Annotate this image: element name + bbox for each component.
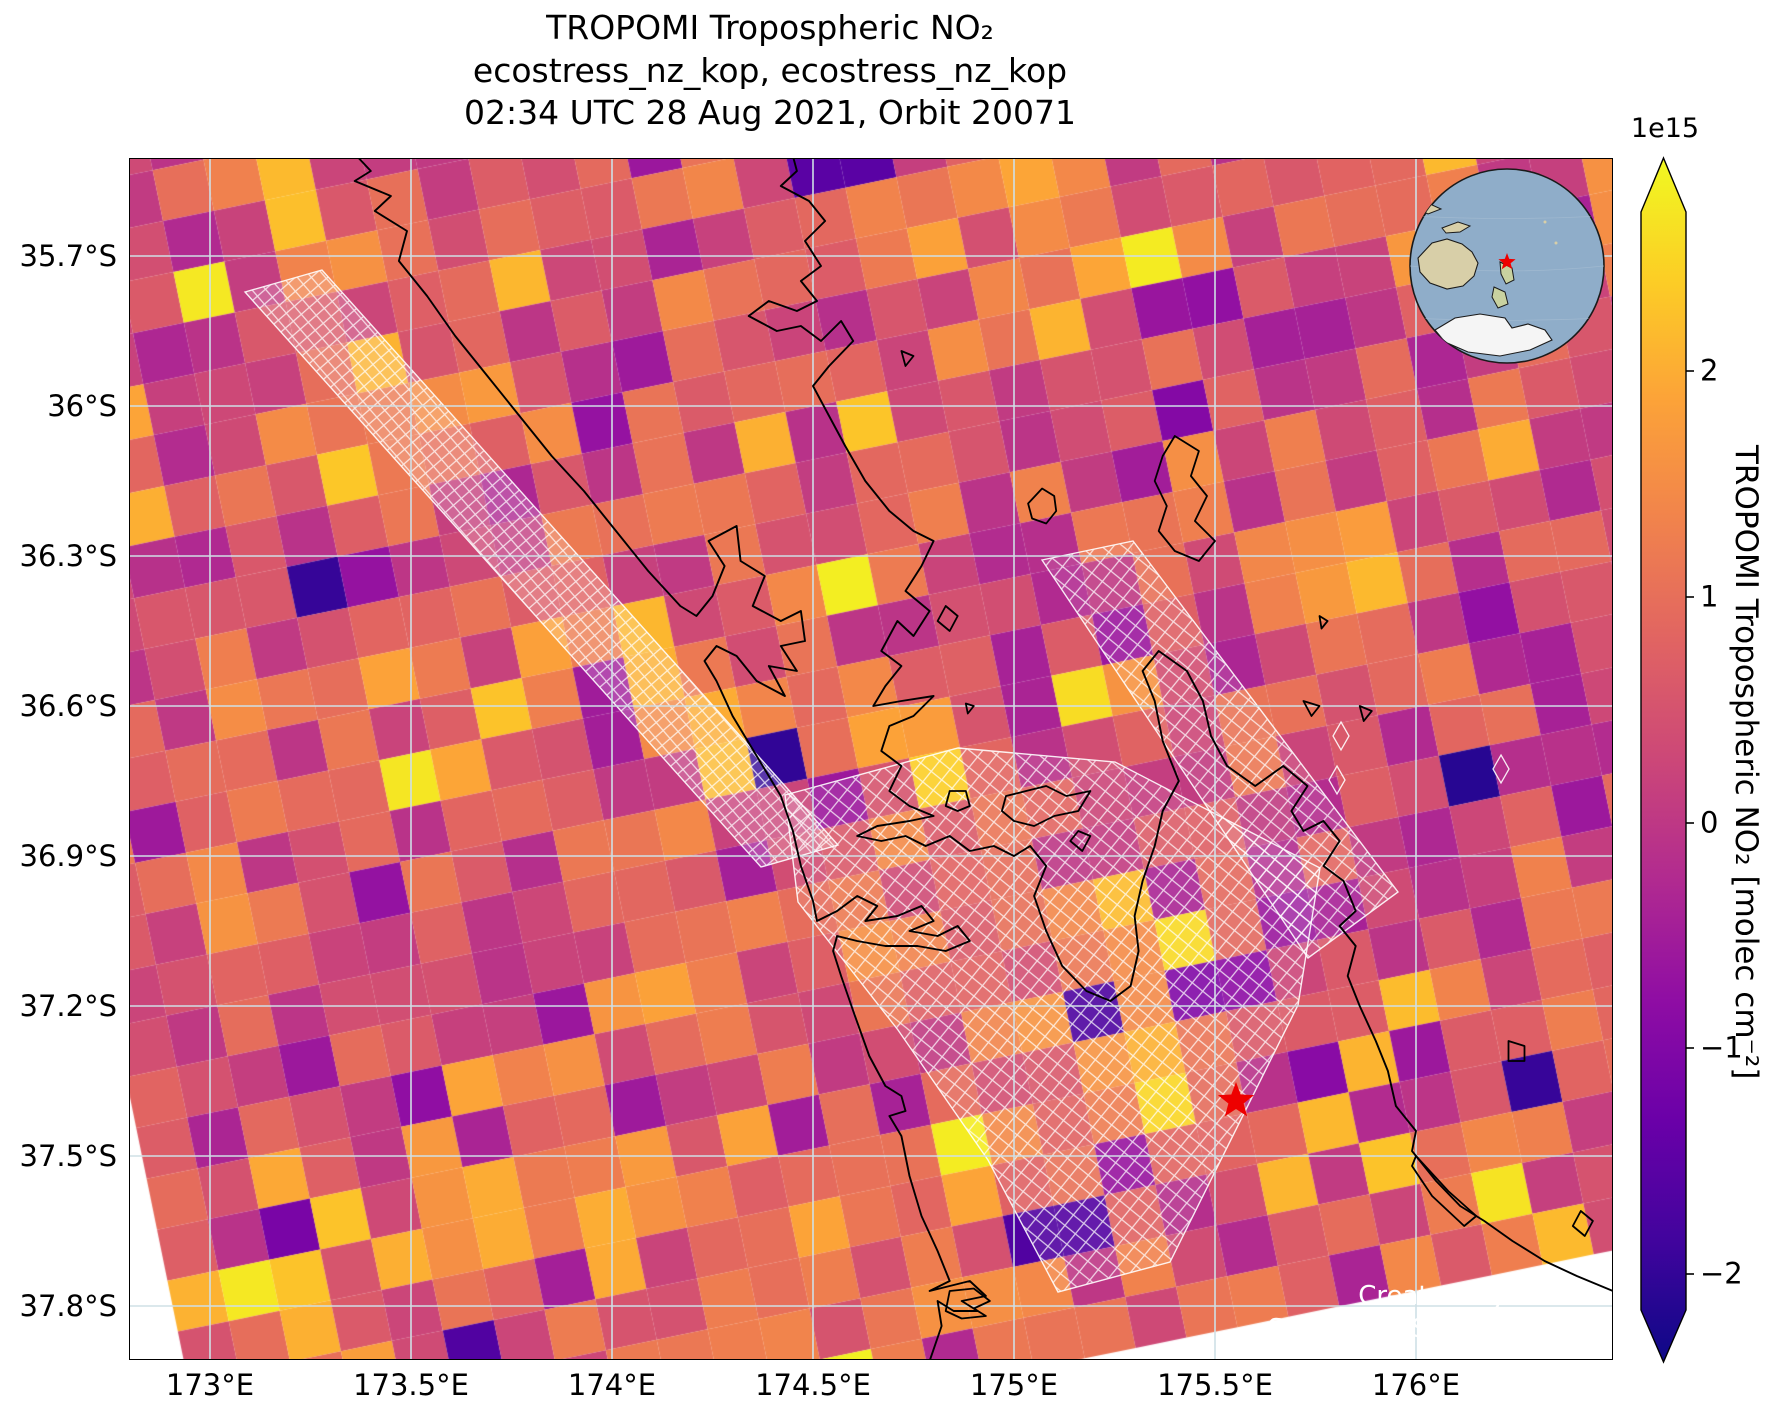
island-cuvier [1318, 615, 1329, 630]
island-mercury [1302, 700, 1321, 717]
ecostress-swath-footprints [243, 269, 1510, 1293]
globe-nz-south-island [1491, 286, 1509, 309]
colorbar-axis-label: TROPOMI Tropospheric NO₂ [molec cm⁻²] [1728, 444, 1764, 1080]
inset-globe [1409, 168, 1605, 364]
lon-tick-label: 173.5°E [353, 1368, 469, 1402]
coastline-west [353, 158, 987, 1360]
lat-tick-label: 36.6°S [19, 689, 117, 723]
island-rangitoto [944, 790, 971, 812]
globe-antarctica [1434, 313, 1553, 357]
chart-datetime-orbit: 02:34 UTC 28 Aug 2021, Orbit 20071 [464, 93, 1076, 132]
colorbar-tick-value: 1 [1700, 579, 1719, 614]
map-plot-area: Created 2 Jul 2025 Source: NASA/JPL-Calte… [129, 158, 1613, 1360]
lat-tick-label: 37.8°S [19, 1289, 117, 1323]
ecostress-pixel-diamond [1328, 764, 1346, 796]
chart-title: TROPOMI Tropospheric NO₂ [546, 8, 994, 47]
lon-tick-label: 176°E [1371, 1368, 1461, 1402]
lon-tick-label: 174°E [567, 1368, 657, 1402]
lon-tick-label: 174.5°E [755, 1368, 871, 1402]
island-waiheke [1001, 785, 1092, 827]
lon-tick-label: 175.5°E [1157, 1368, 1273, 1402]
lat-tick-label: 37.2°S [19, 989, 117, 1023]
graticule-gridlines [129, 158, 1613, 1360]
island-little-barrier [1027, 487, 1058, 525]
colorbar-tick-value: 0 [1700, 805, 1719, 840]
globe-new-guinea [1441, 221, 1472, 234]
island-kawau [936, 605, 959, 632]
ecostress-pixel-diamond [1332, 720, 1350, 752]
island-raglan-harbour [944, 1287, 991, 1320]
lon-tick-label: 173°E [165, 1368, 255, 1402]
attribution-source: Source: NASA/JPL-Caltech [1268, 1314, 1600, 1344]
globe-australia [1417, 238, 1479, 290]
lat-tick-label: 37.5°S [19, 1139, 117, 1173]
globe-se-asia [1413, 169, 1434, 187]
lat-tick-label: 35.7°S [19, 239, 117, 273]
island-motiti [1571, 1210, 1594, 1237]
island-ponui [1069, 830, 1092, 852]
island-great-barrier [1153, 435, 1216, 562]
lon-tick-label: 175°E [969, 1368, 1059, 1402]
chart-subtitle: ecostress_nz_kop, ecostress_nz_kop [472, 51, 1068, 90]
target-location-star-marker [1217, 1082, 1255, 1117]
colorbar-exponent: 1e15 [1630, 113, 1700, 144]
colorbar-tick-value: −2 [1700, 1256, 1743, 1291]
island-mayor [1507, 1040, 1526, 1062]
colorbar-tick-value: 2 [1700, 353, 1719, 388]
lat-tick-label: 36°S [47, 389, 117, 423]
colorbar-bar [1640, 156, 1687, 1364]
attribution-created: Created 2 Jul 2025 [1358, 1281, 1600, 1311]
island-hen-chickens [900, 350, 915, 367]
island-mercury-e [1358, 705, 1373, 722]
lat-tick-label: 36.9°S [19, 839, 117, 873]
island-matakana [1411, 1155, 1478, 1227]
ecostress-pixel-diamond [1492, 753, 1510, 785]
lat-tick-label: 36.3°S [19, 539, 117, 573]
coastlines [353, 158, 1613, 1360]
island-tiritiri [964, 702, 975, 715]
coastline-east [747, 158, 1613, 1292]
globe-location-star [1498, 253, 1516, 270]
colorbar-tick-value: −1 [1700, 1030, 1743, 1065]
